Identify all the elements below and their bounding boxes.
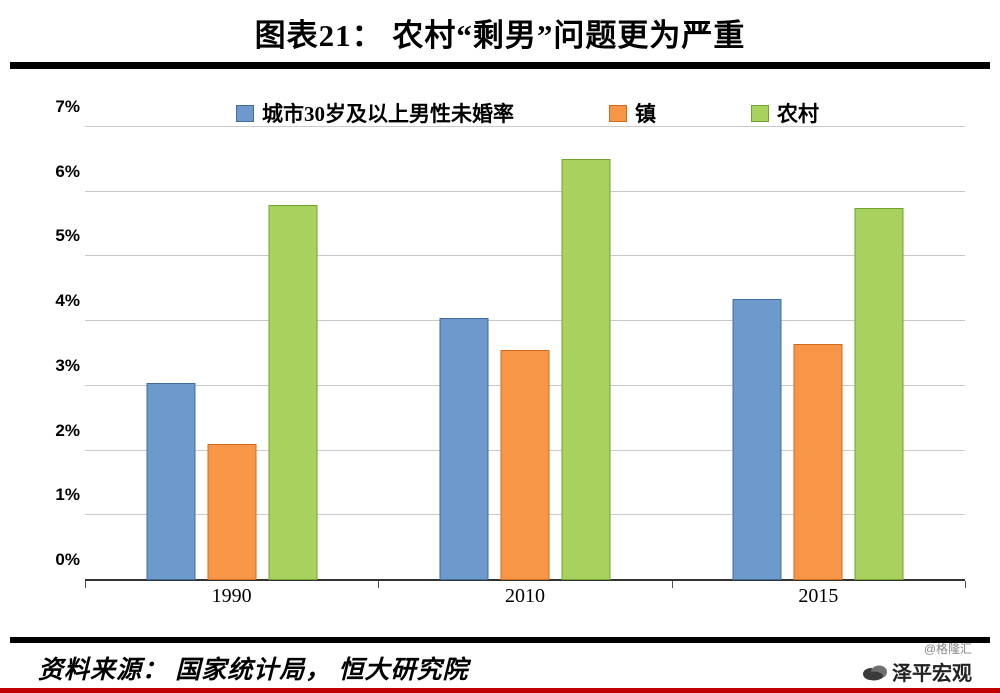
y-tick-label: 6% [55,161,80,181]
source-note: 资料来源： 国家统计局， 恒大研究院 [38,657,469,684]
legend-item-农村: 农村 [751,98,819,128]
bar-2010-城市30岁及以上男性未婚率 [439,317,489,580]
y-tick-label: 2% [55,420,80,440]
bar-2010-镇 [500,350,550,580]
bar-2015-城市30岁及以上男性未婚率 [732,298,782,580]
x-axis-tick [378,581,380,588]
y-tick-label: 1% [55,485,80,505]
x-tick-label: 2015 [798,585,839,607]
bar-group-2010 [439,159,611,580]
y-tick-label: 4% [55,291,80,311]
watermark-brand-text: 泽平宏观 [892,663,972,685]
bar-1990-城市30岁及以上男性未婚率 [146,382,196,580]
gridline [85,320,965,322]
legend-swatch [751,104,769,122]
legend-label: 镇 [635,102,656,126]
plot-area [85,126,966,588]
bar-2010-农村 [561,159,611,580]
gridline [85,255,965,257]
bottom-red-rule [0,688,1000,693]
legend-label: 农村 [777,102,819,126]
legend-swatch [236,104,254,122]
x-axis-labels: 1990 2010 2015 [85,585,965,613]
y-axis-labels: 0% 1% 2% 3% 4% 5% 6% 7% [30,97,80,580]
watermark-handle: @格隆汇 [923,642,972,656]
x-axis-tick [671,581,673,588]
top-divider-rule [10,62,990,69]
bar-2015-农村 [854,207,904,580]
x-tick-label: 1990 [211,585,252,607]
chart-legend: 城市30岁及以上男性未婚率 镇 农村 [85,98,970,128]
y-tick-label: 3% [55,355,80,375]
legend-swatch [609,104,627,122]
cloud-logo-icon [862,663,888,681]
gridline [85,190,965,192]
y-tick-label: 0% [55,550,80,569]
bar-1990-镇 [207,444,257,580]
bar-group-2015 [732,207,904,580]
bottom-divider-rule [10,637,990,643]
x-tick-label: 2010 [505,585,545,607]
chart-title: 图表21： 农村“剩男”问题更为严重 [254,18,746,53]
x-axis-tick [965,581,966,588]
brand-watermark: @格隆汇 泽平宏观 [862,640,972,686]
y-tick-label: 5% [55,226,80,246]
bar-1990-农村 [268,204,318,580]
x-axis-tick [85,581,86,588]
x-axis-line [85,579,965,581]
watermark-brand: 泽平宏观 [862,657,972,686]
bar-group-1990 [146,204,318,580]
y-tick-label: 7% [55,97,80,116]
legend-item-镇: 镇 [609,98,656,128]
legend-item-城市30岁及以上男性未婚率: 城市30岁及以上男性未婚率 [236,98,514,128]
bar-2015-镇 [793,343,843,580]
legend-label: 城市30岁及以上男性未婚率 [262,102,514,126]
gridline [85,126,965,127]
